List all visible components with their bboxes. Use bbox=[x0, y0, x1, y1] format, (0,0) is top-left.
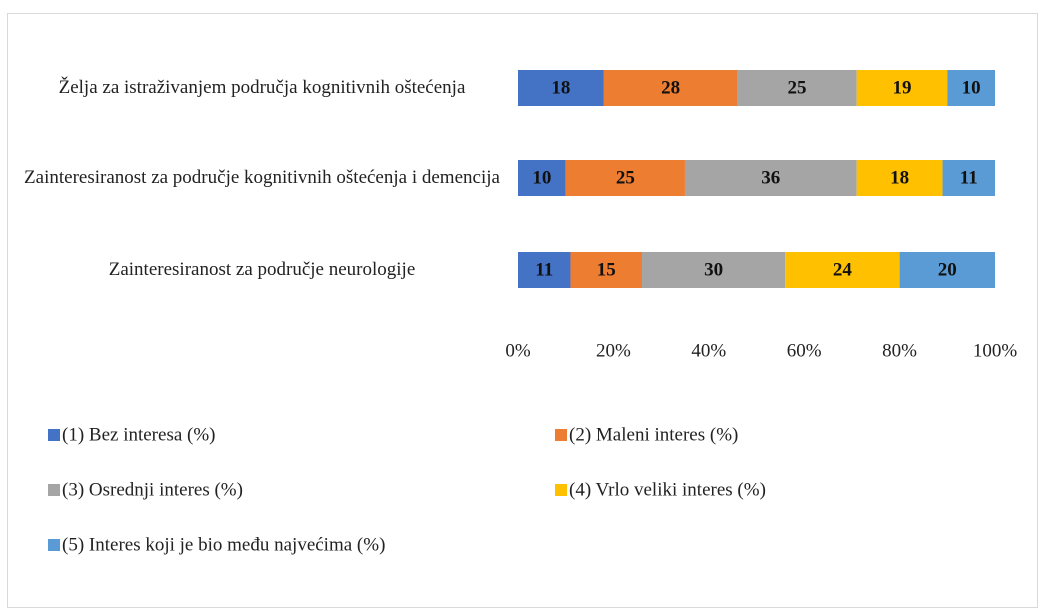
bar-segment bbox=[603, 70, 738, 106]
data-label: 28 bbox=[661, 77, 680, 98]
x-tick-label: 0% bbox=[505, 340, 531, 361]
bar-segment bbox=[856, 160, 943, 196]
legend-label: (1) Bez interesa (%) bbox=[62, 424, 216, 445]
data-label: 11 bbox=[960, 167, 978, 188]
bar-segment bbox=[518, 252, 571, 288]
bar-segment bbox=[785, 252, 900, 288]
x-tick-label: 60% bbox=[787, 340, 822, 361]
legend-swatch bbox=[48, 539, 60, 551]
legend-swatch bbox=[555, 429, 567, 441]
bar-segment bbox=[899, 252, 995, 288]
bar-segment bbox=[570, 252, 643, 288]
legend-swatch bbox=[48, 429, 60, 441]
bar-segment bbox=[518, 160, 566, 196]
data-label: 36 bbox=[761, 167, 780, 188]
x-tick-label: 100% bbox=[973, 340, 1018, 361]
chart-border bbox=[7, 13, 1038, 608]
bar-segment bbox=[684, 160, 857, 196]
legend-label: (3) Osrednji interes (%) bbox=[62, 479, 243, 500]
data-label: 18 bbox=[551, 77, 570, 98]
data-label: 11 bbox=[535, 259, 553, 280]
category-label: Zainteresiranost za područje neurologije bbox=[108, 259, 416, 280]
bar-segment bbox=[737, 70, 857, 106]
legend-label: (5) Interes koji je bio među najvećima (… bbox=[62, 534, 385, 555]
bar-segment bbox=[642, 252, 786, 288]
x-tick-label: 20% bbox=[596, 340, 631, 361]
data-label: 10 bbox=[532, 167, 551, 188]
data-label: 24 bbox=[833, 259, 853, 280]
bar-segment bbox=[856, 70, 948, 106]
legend-label: (4) Vrlo veliki interes (%) bbox=[569, 479, 766, 500]
category-label: Želja za istraživanjem područja kognitiv… bbox=[58, 77, 466, 98]
bar-segment bbox=[947, 70, 995, 106]
data-label: 25 bbox=[788, 77, 807, 98]
x-tick-label: 40% bbox=[691, 340, 726, 361]
legend-swatch bbox=[48, 484, 60, 496]
bar-segment bbox=[565, 160, 685, 196]
data-label: 15 bbox=[597, 259, 616, 280]
data-label: 30 bbox=[704, 259, 723, 280]
data-label: 10 bbox=[962, 77, 981, 98]
x-tick-label: 80% bbox=[882, 340, 917, 361]
data-label: 20 bbox=[938, 259, 957, 280]
legend-swatch bbox=[555, 484, 567, 496]
legend-label: (2) Maleni interes (%) bbox=[569, 424, 738, 445]
data-label: 25 bbox=[616, 167, 635, 188]
data-label: 19 bbox=[892, 77, 911, 98]
category-label: Zainteresiranost za područje kognitivnih… bbox=[24, 167, 500, 188]
bar-segment bbox=[942, 160, 995, 196]
data-label: 18 bbox=[890, 167, 909, 188]
bar-segment bbox=[518, 70, 604, 106]
